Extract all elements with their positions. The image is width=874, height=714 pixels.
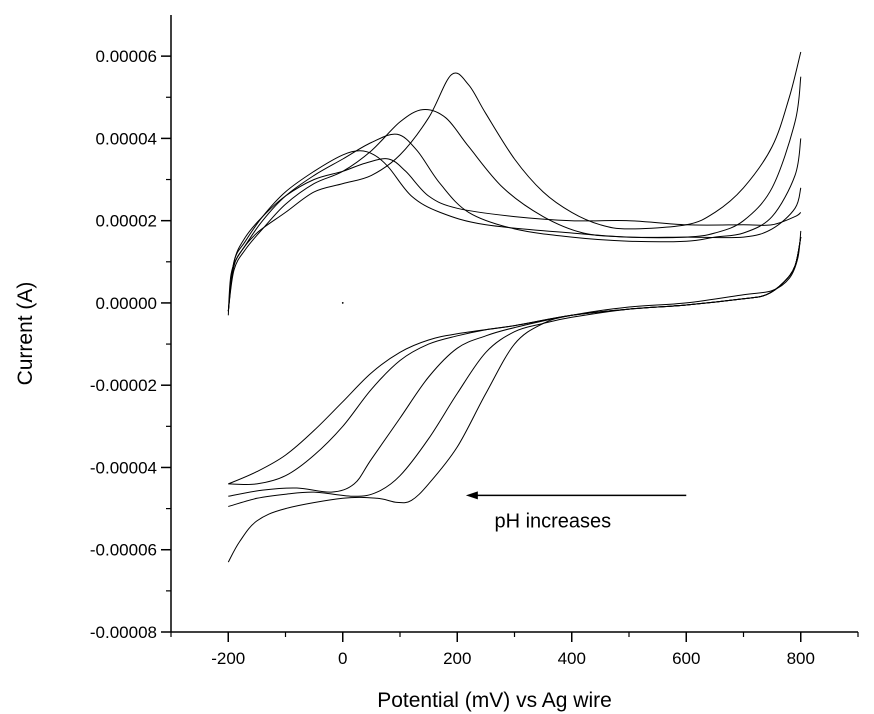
y-axis-title: Current (A): [14, 282, 37, 386]
ph-arrowhead: [465, 491, 478, 500]
x-tick-label: 0: [338, 649, 347, 668]
y-tick-label: -0.00008: [90, 623, 157, 642]
y-tick-label: 0.00000: [96, 294, 157, 313]
stray-dot: [341, 302, 344, 304]
y-tick-label: -0.00002: [90, 376, 157, 395]
series-3-reverse-sweep: [228, 236, 802, 497]
x-axis-ticks: -200 0 200 400 600 800: [170, 632, 859, 668]
series-2-reverse-sweep: [228, 236, 802, 507]
annotation-layer: pH increases: [465, 491, 687, 532]
x-tick-label: 200: [443, 649, 471, 668]
series-1-reverse-sweep: [227, 230, 802, 563]
series-5-forward-sweep: [227, 158, 802, 312]
x-tick-label: 800: [787, 649, 815, 668]
series-2-forward-sweep: [227, 76, 802, 312]
series-layer: [227, 51, 802, 563]
y-axis-ticks: 0.00006 0.00004 0.00002 0.00000 -0.00002 -0.0…: [90, 47, 171, 642]
y-tick-label: 0.00006: [96, 47, 157, 66]
y-tick-label: -0.00006: [90, 541, 157, 560]
x-tick-label: 600: [672, 649, 700, 668]
y-tick-label: -0.00004: [90, 458, 157, 477]
x-tick-label: -200: [211, 649, 245, 668]
x-tick-label: 400: [558, 649, 586, 668]
series-4-reverse-sweep: [228, 236, 802, 486]
x-axis-title: Potential (mV) vs Ag wire: [377, 689, 612, 712]
y-tick-label: 0.00004: [96, 129, 157, 148]
series-1-forward-sweep: [227, 51, 802, 316]
ph-annotation-label: pH increases: [494, 510, 611, 532]
y-tick-label: 0.00002: [96, 212, 157, 231]
series-3-forward-sweep: [227, 133, 802, 312]
series-5-reverse-sweep: [228, 236, 802, 485]
